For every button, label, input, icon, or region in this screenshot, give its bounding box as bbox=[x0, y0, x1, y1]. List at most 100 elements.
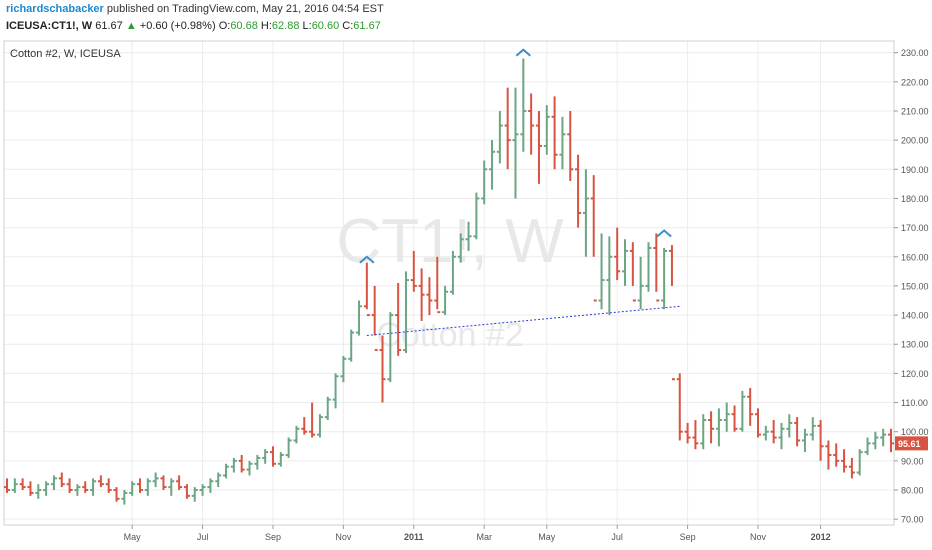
time-axis[interactable]: May Jul Sep Nov 2011 Mar May Jul Sep Nov 2012 bbox=[124, 525, 831, 542]
ohlc-bar bbox=[755, 408, 762, 438]
ohlc-bar bbox=[379, 335, 386, 403]
ohlc-bar bbox=[269, 446, 276, 467]
y-tick-label: 140.00 bbox=[901, 311, 929, 321]
x-tick-label: 2012 bbox=[811, 532, 831, 542]
ohlc-bar bbox=[207, 478, 214, 493]
ohlc-bar bbox=[426, 277, 433, 316]
peak-marker bbox=[359, 255, 375, 264]
x-tick-label: Nov bbox=[335, 532, 352, 542]
y-tick-label: 70.00 bbox=[901, 515, 924, 525]
ohlc-bar bbox=[543, 105, 550, 155]
watermark-name: Cotton #2 bbox=[376, 316, 523, 354]
up-arrow-icon: ▲ bbox=[125, 20, 137, 32]
y-tick-label: 200.00 bbox=[901, 136, 929, 146]
ohlc-bar bbox=[191, 487, 198, 502]
price-axis[interactable]: 230.00 220.00 210.00 200.00 190.00 180.00 170.… bbox=[894, 48, 929, 525]
y-tick-label: 160.00 bbox=[901, 252, 929, 262]
ohlc-bar bbox=[262, 449, 269, 464]
ohlc-bar bbox=[215, 472, 222, 488]
open-label: O: bbox=[218, 20, 231, 32]
ohlc-bar bbox=[152, 472, 159, 488]
ohlc-bar bbox=[731, 405, 738, 432]
ohlc-bar bbox=[324, 396, 331, 421]
ohlc-bar bbox=[708, 411, 715, 444]
ohlc-bar bbox=[301, 417, 308, 435]
ohlc-bar bbox=[43, 481, 50, 496]
ohlc-bar bbox=[668, 245, 675, 381]
ohlc-bar bbox=[356, 300, 363, 336]
low-label: L: bbox=[302, 20, 312, 32]
ohlc-bar bbox=[872, 431, 879, 450]
ohlc-bar bbox=[4, 478, 10, 493]
ohlc-bar bbox=[395, 283, 402, 356]
annotations bbox=[359, 48, 680, 336]
ohlc-bar bbox=[348, 329, 355, 362]
y-tick-label: 120.00 bbox=[901, 369, 929, 379]
ohlc-bar bbox=[512, 87, 519, 199]
ohlc-bar bbox=[653, 233, 660, 302]
low-value: 60.60 bbox=[311, 20, 340, 32]
last-price-badge bbox=[895, 436, 928, 451]
ohlc-bar bbox=[223, 463, 230, 479]
x-tick-label: Jul bbox=[611, 532, 623, 542]
ohlc-bar bbox=[762, 425, 769, 441]
ohlc-bar bbox=[567, 110, 574, 181]
ohlc-bar bbox=[35, 484, 42, 499]
ohlc-bar bbox=[434, 256, 441, 314]
ohlc-bar bbox=[661, 248, 668, 310]
y-tick-label: 180.00 bbox=[901, 194, 929, 204]
ohlc-bar bbox=[238, 455, 245, 473]
close-value: 61.67 bbox=[353, 20, 381, 32]
y-tick-label: 130.00 bbox=[901, 340, 929, 350]
x-tick-label: 2011 bbox=[404, 532, 424, 542]
ohlc-bar bbox=[739, 390, 746, 432]
publication-info: richardschabacker published on TradingVi… bbox=[6, 3, 384, 15]
grid-lines bbox=[4, 41, 894, 525]
ohlc-bar bbox=[590, 175, 597, 302]
ohlc-bar bbox=[888, 428, 894, 453]
y-tick-label: 90.00 bbox=[901, 456, 924, 466]
ohlc-bar bbox=[786, 414, 793, 438]
ohlc-bar bbox=[629, 242, 636, 302]
price-chart[interactable]: CT1!, W Cotton #2 230.00 220.00 210.00 200.… bbox=[0, 37, 932, 550]
ohlc-bar bbox=[254, 455, 261, 470]
ohlc-bar bbox=[402, 271, 409, 353]
ohlc-bar bbox=[723, 402, 730, 432]
high-value: 62.88 bbox=[271, 20, 300, 32]
ohlc-bar bbox=[715, 408, 722, 447]
ohlc-bar bbox=[449, 250, 456, 295]
watermark-symbol: CT1!, W bbox=[336, 207, 564, 276]
ohlc-bars bbox=[4, 58, 894, 505]
x-tick-label: May bbox=[538, 532, 556, 542]
ohlc-bar bbox=[606, 236, 613, 316]
ohlc-bar bbox=[285, 437, 292, 458]
ohlc-bar bbox=[496, 110, 503, 164]
x-tick-label: Nov bbox=[750, 532, 767, 542]
ohlc-bar bbox=[747, 387, 754, 426]
open-value: 60.68 bbox=[230, 20, 258, 32]
ohlc-bar bbox=[97, 475, 104, 488]
ohlc-bar bbox=[856, 449, 863, 476]
price-change: +0.60 (+0.98%) bbox=[139, 20, 216, 32]
ohlc-bar bbox=[199, 484, 206, 496]
x-tick-label: May bbox=[124, 532, 142, 542]
x-tick-label: Mar bbox=[476, 532, 492, 542]
ohlc-bar bbox=[794, 417, 801, 447]
author-link[interactable]: richardschabacker bbox=[6, 3, 104, 15]
ohlc-bar bbox=[90, 478, 97, 496]
ohlc-bar bbox=[582, 169, 589, 257]
ohlc-bar bbox=[277, 452, 284, 467]
ohlc-bar bbox=[293, 425, 300, 444]
ohlc-bar bbox=[387, 312, 394, 383]
ohlc-bar bbox=[809, 417, 816, 441]
ohlc-bar bbox=[465, 221, 472, 251]
ohlc-bar bbox=[801, 428, 808, 453]
ohlc-bar bbox=[27, 481, 34, 496]
ohlc-bar bbox=[528, 93, 535, 155]
ohlc-bar bbox=[11, 478, 18, 493]
ohlc-bar bbox=[363, 262, 370, 317]
last-price: 61.67 bbox=[95, 20, 123, 32]
plot-frame bbox=[3, 40, 895, 526]
ohlc-bar bbox=[129, 481, 136, 496]
ohlc-bar bbox=[559, 116, 566, 170]
